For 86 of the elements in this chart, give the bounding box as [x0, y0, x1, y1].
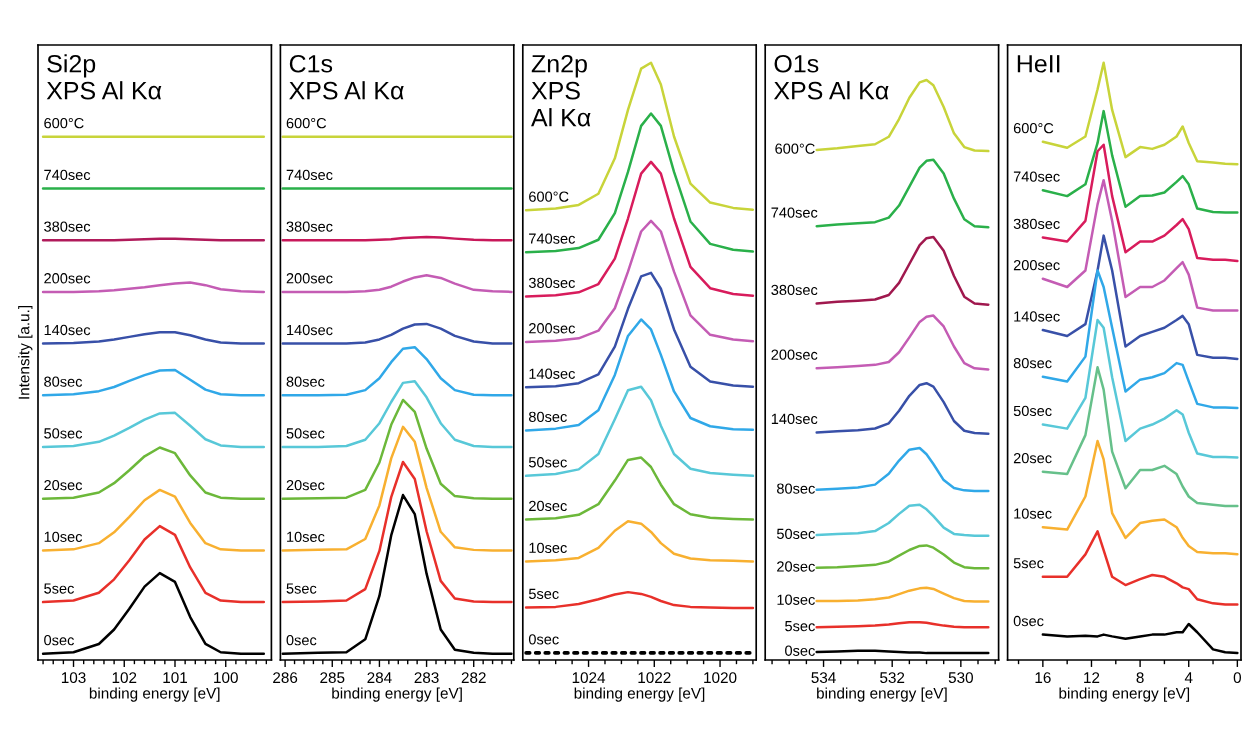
x-axis-title: binding energy [eV] [332, 687, 462, 702]
series-label: 740sec [771, 207, 818, 218]
series-label: 50sec [528, 457, 567, 468]
x-tick-label: 283 [414, 672, 439, 684]
series-label: 380sec [44, 221, 91, 232]
x-tick-label: 1020 [704, 672, 737, 684]
series-label: 600°C [1013, 123, 1054, 134]
series-label: 5sec [528, 588, 559, 600]
series-label: 5sec [1013, 558, 1044, 569]
series-label: 10sec [44, 531, 83, 542]
x-tick-label: 285 [320, 672, 345, 684]
series-label: 200sec [529, 323, 575, 334]
series-label: 140sec [529, 368, 575, 379]
series-label: 140sec [44, 324, 91, 336]
series-label: 0sec [286, 635, 317, 646]
series-label: 0sec [785, 645, 815, 656]
series-label: 80sec [1013, 357, 1052, 369]
chart-title: C1s XPS Al Kα [289, 54, 404, 100]
x-axis-title: binding energy [eV] [1059, 687, 1190, 702]
x-tick-label: 103 [61, 672, 86, 684]
text: Zn2p XPS Al Kα [531, 54, 591, 127]
x-tick-label: 282 [461, 672, 486, 684]
x-axis-title: binding energy [eV] [89, 687, 220, 702]
series-label: 20sec [44, 479, 83, 491]
series-label: 0sec [528, 634, 559, 645]
series-label: 10sec [777, 594, 815, 605]
x-tick-label: 530 [948, 672, 973, 684]
x-tick-label: 12 [1084, 672, 1100, 683]
series-label: 740sec [286, 169, 333, 181]
series-label: 200sec [44, 273, 91, 284]
series-label: 5sec [785, 621, 815, 632]
series-label: 0sec [1013, 615, 1044, 627]
x-tick-label: 1024 [572, 672, 606, 684]
series-label: 380sec [286, 221, 333, 232]
x-tick-label: 16 [1035, 672, 1051, 684]
x-tick-label: 4 [1184, 672, 1193, 683]
series-label: 20sec [777, 561, 815, 572]
x-tick-label: 534 [811, 672, 836, 684]
series-label: 80sec [286, 376, 325, 387]
series-label: 50sec [286, 428, 325, 439]
series-label: 50sec [44, 428, 83, 439]
series-label: 740sec [529, 233, 575, 244]
series-label: 140sec [1014, 311, 1060, 322]
series-label: 10sec [287, 531, 325, 542]
series-label: 200sec [286, 273, 333, 284]
series-label: 600°C [44, 118, 84, 129]
x-tick-label: 286 [273, 672, 298, 684]
series-label: 0sec [44, 635, 74, 646]
x-axis-title: binding energy [eV] [817, 687, 947, 702]
x-axis-title: binding energy [eV] [574, 687, 705, 702]
series-label: 140sec [771, 413, 818, 425]
series-label: 20sec [286, 479, 325, 491]
chart-title: Si2p XPS Al Kα [46, 54, 162, 100]
chart-title: HeII [1017, 55, 1060, 73]
series-label: 80sec [528, 411, 567, 422]
chart-title: O1s XPS Al Kα [773, 54, 889, 100]
x-tick-label: 8 [1136, 672, 1144, 684]
series-label: 20sec [529, 500, 567, 512]
x-tick-label: 284 [367, 672, 392, 684]
series-label: 740sec [44, 169, 91, 181]
x-tick-label: 101 [163, 672, 187, 684]
series-label: 200sec [1013, 259, 1060, 271]
x-tick-label: 1022 [638, 672, 671, 684]
series-label: 380sec [528, 277, 575, 288]
series-label: 80sec [777, 483, 815, 494]
x-tick-label: 102 [112, 672, 137, 684]
series-label: 10sec [1014, 508, 1052, 519]
series-label: 50sec [776, 528, 815, 539]
series-label: 600°C [529, 191, 569, 202]
x-tick-label: 532 [880, 672, 905, 684]
series-label: 380sec [771, 284, 818, 296]
series-label: 50sec [1013, 405, 1052, 417]
series-label: 5sec [44, 583, 74, 594]
series-label: 600°C [775, 143, 815, 154]
series-label: 80sec [44, 376, 83, 387]
series-label: 740sec [1013, 171, 1060, 182]
series-label: 5sec [286, 583, 317, 594]
x-tick-label: 0 [1233, 672, 1241, 684]
series-label: 140sec [287, 324, 333, 336]
series-label: 600°C [286, 118, 327, 129]
series-label: 20sec [1013, 452, 1052, 464]
series-label: 10sec [529, 542, 567, 553]
x-tick-label: 100 [214, 672, 238, 684]
series-label: 380sec [1013, 218, 1060, 229]
series-label: 200sec [771, 349, 818, 360]
y-axis-title: Intensity [a.u.] [18, 306, 33, 399]
